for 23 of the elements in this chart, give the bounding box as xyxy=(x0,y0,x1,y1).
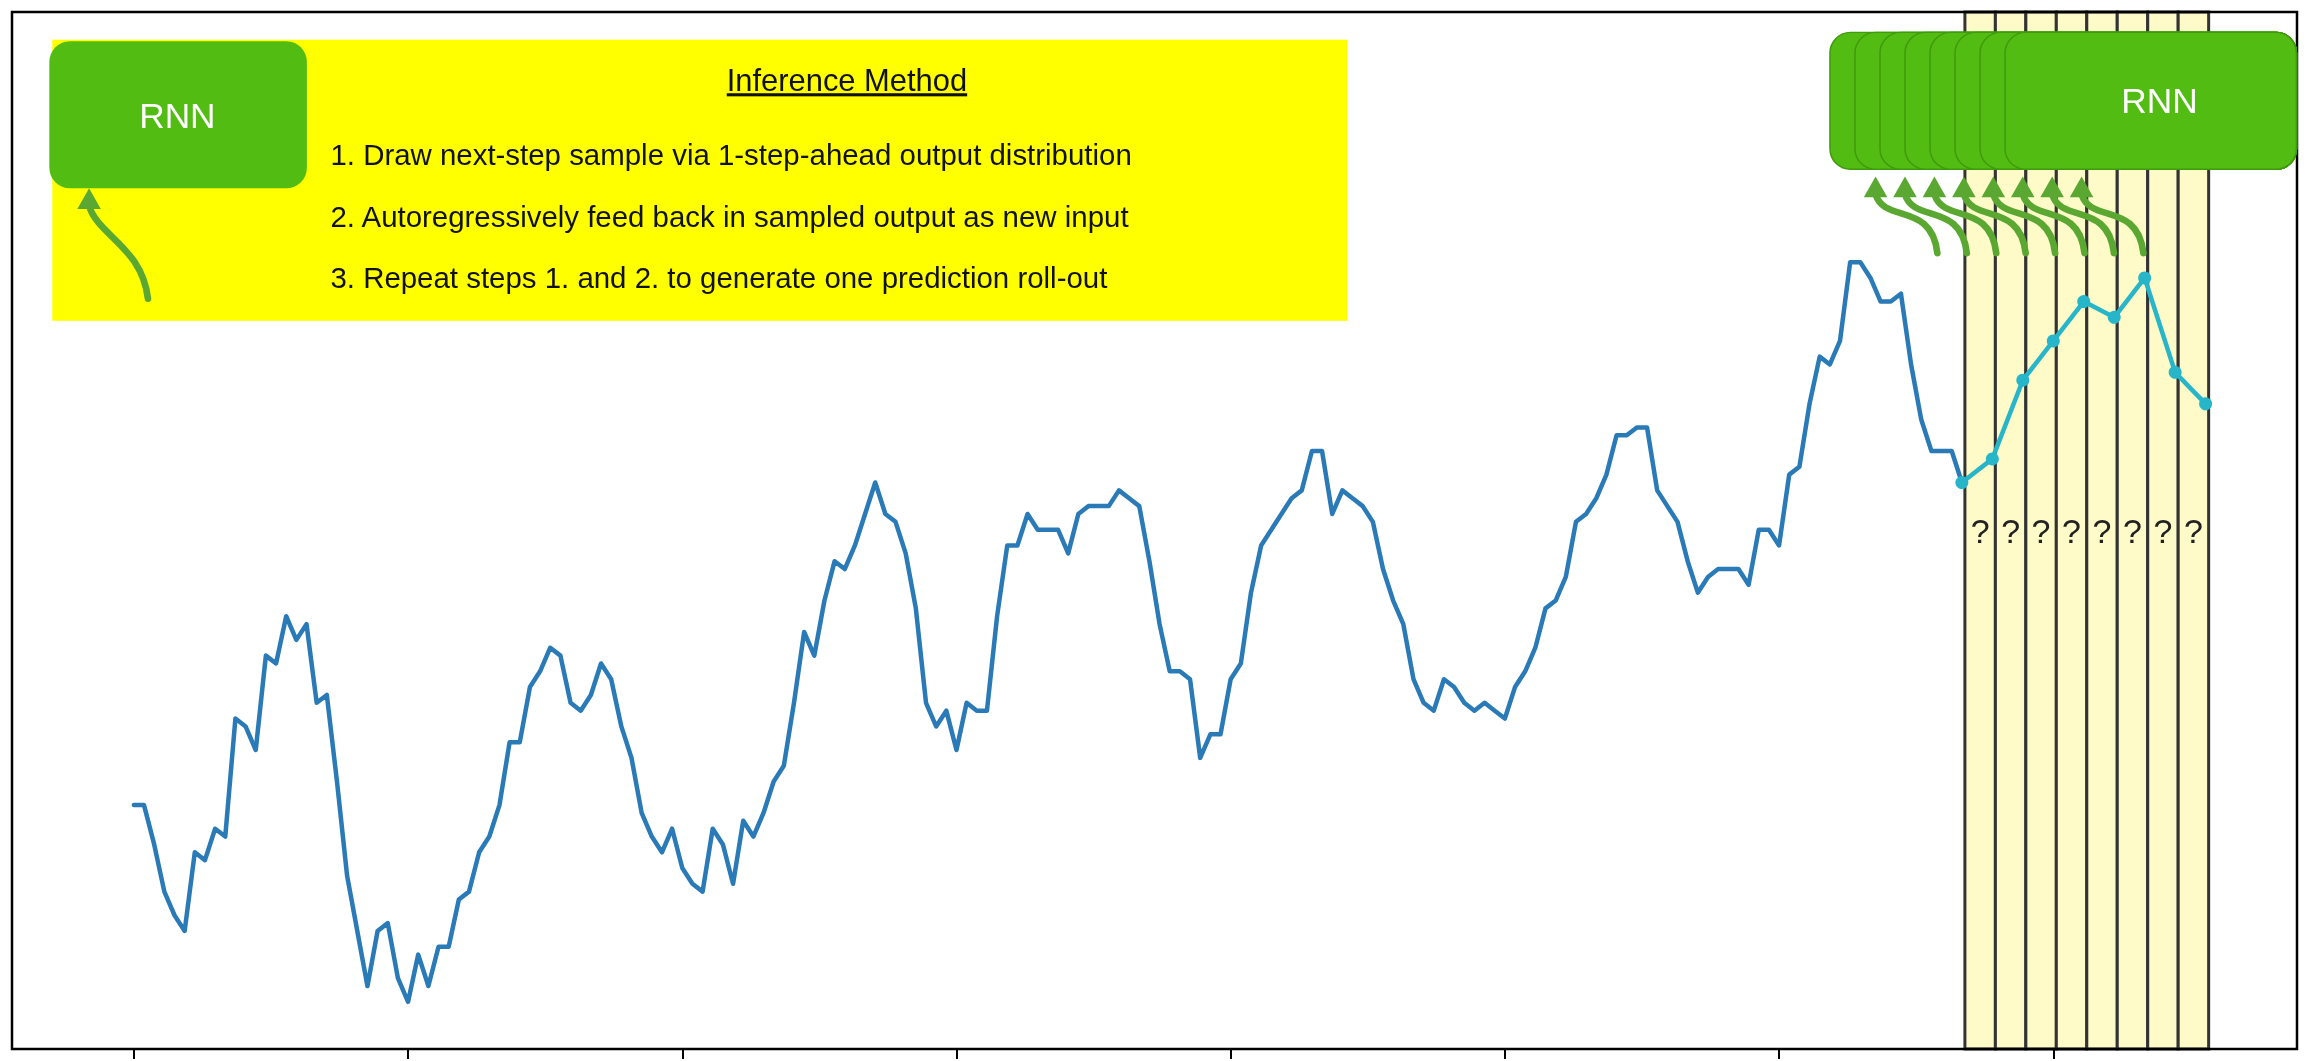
annotation: ? xyxy=(2153,511,2173,550)
text: 1. Draw next-step sample via 1-step-ahead output distribution xyxy=(330,137,1132,171)
annotation: ? xyxy=(2031,511,2051,550)
annotation: ? xyxy=(1970,511,1990,550)
point xyxy=(2138,271,2152,285)
text: RNN xyxy=(139,96,216,136)
point xyxy=(2168,365,2182,379)
text: RNN xyxy=(2121,81,2198,121)
point xyxy=(2046,334,2060,348)
annotation: ? xyxy=(2062,511,2082,550)
annotation: ? xyxy=(2123,511,2142,550)
annotation: ? xyxy=(2183,511,2203,550)
annotation: ? xyxy=(2001,511,2021,550)
point xyxy=(2077,295,2091,309)
text: 2. Autoregressively feed back in sampled output as new input xyxy=(330,199,1129,233)
point xyxy=(1955,476,1969,489)
point xyxy=(2016,373,2030,387)
annotation: ? xyxy=(2092,511,2112,550)
chart-title: Inference Method xyxy=(726,63,968,99)
point xyxy=(2199,397,2213,411)
point xyxy=(1985,452,1999,466)
point xyxy=(2107,310,2121,324)
annotation: 3. Repeat steps 1. and 2. to generate one prediction roll-out xyxy=(330,261,1108,295)
